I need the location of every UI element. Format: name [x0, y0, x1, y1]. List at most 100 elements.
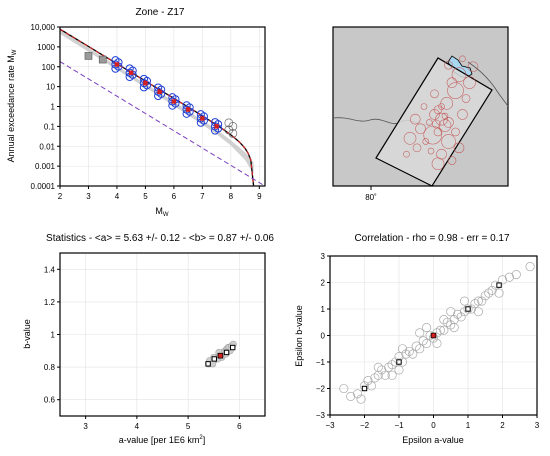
sample-point	[435, 325, 445, 335]
epicenter-marker	[440, 97, 454, 110]
y-tick-label: 0.01	[39, 142, 55, 151]
epicenter-marker	[429, 109, 440, 120]
y-tick-label: 10,000	[31, 23, 56, 32]
sample-point	[339, 383, 349, 394]
epicenter-marker	[415, 123, 426, 135]
y-tick-label: 1.2	[44, 298, 56, 307]
y-tick-label: 1.4	[44, 265, 56, 274]
epsilon-ylabel: Epsilon b-value	[294, 305, 304, 367]
observed-point-red	[185, 107, 191, 112]
y-tick-label: −3	[316, 411, 326, 420]
ab-xticks: 3 4 5 6	[83, 416, 242, 431]
recurrence-title: Zone - Z17	[136, 7, 185, 18]
sample-point	[453, 309, 463, 319]
epicenter-marker	[451, 67, 467, 82]
percentile-marker	[205, 361, 211, 367]
map-lon-label: 80˚	[365, 193, 377, 202]
sample-point	[504, 272, 514, 282]
percentile-marker	[223, 349, 230, 356]
observed-point-open	[228, 129, 238, 138]
epicenter-marker	[435, 112, 448, 126]
observed-point-gray	[84, 52, 93, 60]
epsilon-yticks: −3 −2 −1 0 1 2 3	[316, 252, 330, 420]
epicenter-marker	[438, 103, 445, 110]
epicenter-marker	[443, 117, 454, 128]
sample-point	[477, 296, 487, 306]
recurrence-ylabel: Annual exceedance rate MW	[6, 49, 18, 162]
sample-point	[511, 269, 521, 280]
ab-grid	[60, 253, 265, 416]
x-tick-label: 9	[257, 192, 262, 201]
ab-title: Statistics - <a> = 5.63 +/- 0.12 - <b> =…	[46, 233, 274, 244]
sample-point	[353, 389, 363, 399]
y-tick-label: 2	[321, 279, 326, 288]
epicenter-marker	[459, 55, 466, 63]
observed-point-red	[214, 124, 219, 129]
y-tick-label: 100	[42, 63, 56, 72]
sample-point	[439, 325, 449, 335]
sample-point	[442, 317, 452, 327]
observed-point-red	[157, 89, 162, 94]
epicenter-marker	[446, 77, 458, 88]
y-tick-label: 10	[46, 83, 55, 92]
recurrence-band	[60, 29, 254, 174]
y-tick-label: 0.0001	[31, 182, 56, 191]
epicenter-marker	[467, 61, 479, 73]
epicenter-marker	[425, 119, 433, 126]
observed-point-red	[171, 99, 177, 104]
epicenter-marker	[430, 89, 439, 99]
observed-point-red	[143, 80, 148, 86]
epicenter-marker	[412, 143, 422, 153]
x-tick-label: 6	[172, 192, 177, 201]
epicenter-marker	[420, 103, 428, 110]
sample-point	[370, 373, 380, 383]
x-tick-label: 4	[115, 192, 120, 201]
epicenter-marker	[427, 147, 435, 155]
zone-polygon	[375, 57, 493, 187]
sample-point	[432, 338, 442, 348]
epicenter-marker	[403, 150, 410, 158]
percentile-marker	[361, 385, 368, 392]
x-tick-label: 6	[237, 422, 242, 431]
sample-point	[497, 275, 508, 285]
mean-marker	[217, 352, 224, 359]
x-tick-label: 4	[135, 422, 140, 431]
recurrence-xticks: 2 3 4 5 6 7 8 9	[58, 186, 262, 201]
epsilon-samples	[339, 262, 535, 404]
x-tick-label: 8	[229, 192, 234, 201]
x-tick-label: 7	[200, 192, 205, 201]
x-tick-label: −3	[325, 421, 335, 430]
y-tick-label: 1	[51, 103, 56, 112]
epicenter-marker	[447, 82, 464, 99]
sample-point	[446, 320, 456, 330]
percentile-marker	[465, 306, 471, 312]
x-tick-label: −1	[394, 421, 404, 430]
ab-xlabel: a-value [per 1E6 km2]	[119, 435, 205, 445]
epicenter-marker	[457, 109, 468, 120]
sample-point	[525, 262, 535, 272]
percentile-marker	[496, 282, 502, 288]
sample-point	[473, 296, 483, 306]
percentile-marker	[230, 344, 236, 351]
y-tick-label: 0.8	[44, 363, 56, 372]
x-tick-label: 0	[431, 421, 436, 430]
epicenter-marker	[409, 113, 421, 125]
sample-point	[473, 307, 483, 317]
observed-point-red	[128, 70, 134, 75]
epicenter-marker	[422, 138, 430, 145]
sample-point	[449, 315, 459, 325]
y-tick-label: 0.1	[44, 122, 56, 131]
y-tick-label: 0.6	[44, 396, 56, 405]
epicenter-marker	[463, 76, 476, 89]
observed-point-red	[200, 116, 205, 121]
sample-point	[373, 362, 383, 372]
y-tick-label: 1	[321, 305, 326, 314]
ab-yticks: 0.6 0.8 1 1.2 1.4	[44, 265, 60, 405]
zone-map: 80˚	[332, 26, 509, 202]
percentile-marker	[396, 359, 402, 365]
epicenter-marker	[444, 60, 453, 70]
x-tick-label: −2	[360, 421, 370, 430]
sample-point	[470, 299, 480, 309]
epicenter-marker	[441, 134, 456, 149]
y-tick-label: −1	[316, 358, 326, 367]
